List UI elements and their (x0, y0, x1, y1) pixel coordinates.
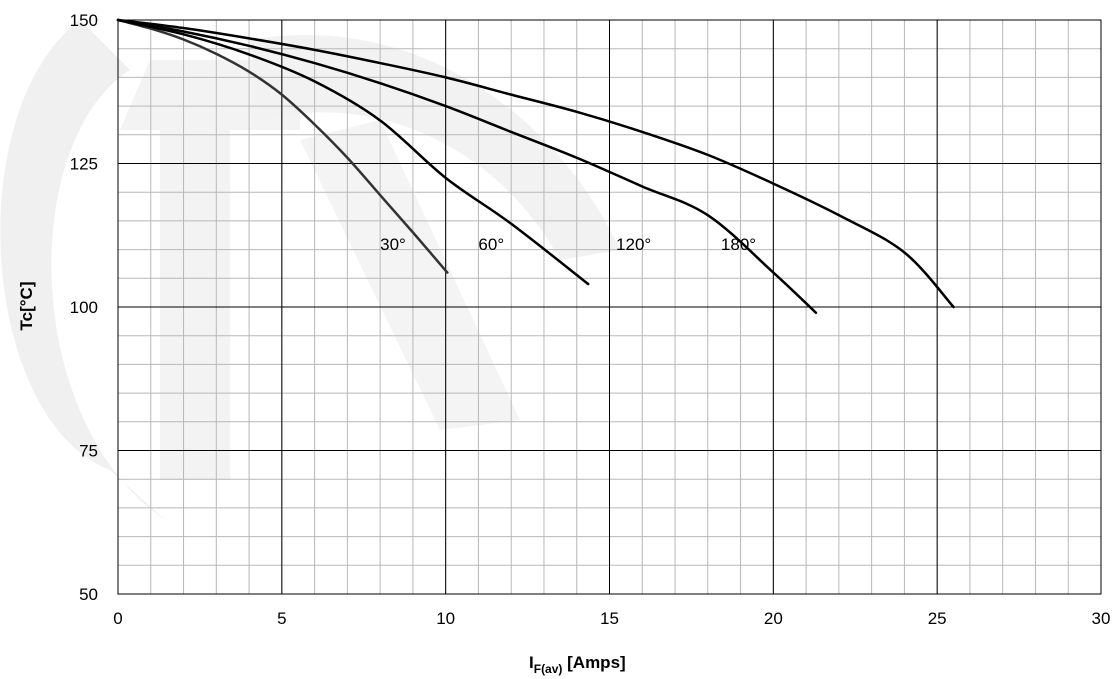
series-label-2: 60° (478, 235, 504, 254)
x-tick-label: 0 (113, 609, 122, 628)
x-axis-title-subscript: F(av) (534, 662, 563, 676)
y-tick-label: 75 (79, 442, 98, 461)
series-layer (116, 18, 955, 314)
y-tick-label: 150 (70, 11, 98, 30)
series-line-4 (116, 18, 955, 309)
y-axis-ticks: 50 75 100 125 150 (70, 11, 98, 604)
x-axis-title-main: I (529, 653, 534, 672)
x-tick-label: 30 (1092, 609, 1111, 628)
plot-frame (117, 19, 1102, 595)
x-tick-label: 20 (764, 609, 783, 628)
x-axis-ticks: 0 5 10 15 20 25 30 (113, 609, 1110, 628)
series-label-4: 180° (721, 235, 756, 254)
series-line-3 (116, 18, 818, 314)
y-tick-label: 50 (79, 585, 98, 604)
x-axis-title: IF(av) [Amps] (529, 653, 626, 676)
x-tick-label: 25 (928, 609, 947, 628)
x-tick-label: 5 (277, 609, 286, 628)
series-line-2 (116, 18, 590, 286)
series-line-1 (116, 18, 449, 274)
x-tick-label: 10 (436, 609, 455, 628)
series-label-1: 30° (380, 235, 406, 254)
y-axis-title: Tc[°C] (17, 282, 36, 331)
series-labels: 30° 60° 120° 180° (380, 235, 756, 254)
series-label-3: 120° (616, 235, 651, 254)
x-tick-label: 15 (600, 609, 619, 628)
y-tick-label: 100 (70, 298, 98, 317)
watermark-logo (0, 20, 620, 520)
y-tick-label: 125 (70, 155, 98, 174)
x-axis-title-unit: [Amps] (562, 653, 625, 672)
